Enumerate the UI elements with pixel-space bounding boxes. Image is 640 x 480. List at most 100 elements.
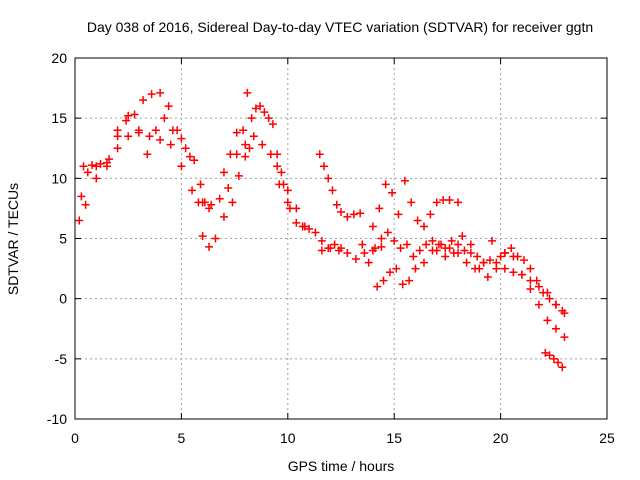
data-point bbox=[539, 288, 548, 297]
series-arc-n bbox=[500, 244, 567, 315]
data-point bbox=[422, 240, 431, 249]
data-point bbox=[351, 254, 360, 263]
y-tick-label: -5 bbox=[55, 351, 68, 367]
data-point bbox=[379, 276, 388, 285]
data-point bbox=[181, 144, 190, 153]
data-point bbox=[419, 222, 428, 231]
data-point bbox=[241, 152, 250, 161]
data-point bbox=[549, 354, 558, 363]
data-point bbox=[364, 258, 373, 267]
data-point bbox=[394, 210, 403, 219]
series-arc-a bbox=[75, 128, 214, 225]
data-point bbox=[83, 168, 92, 177]
data-point bbox=[273, 162, 282, 171]
x-tick-label: 0 bbox=[71, 430, 79, 446]
data-point bbox=[520, 256, 529, 265]
data-point bbox=[211, 234, 220, 243]
series-arc-b bbox=[77, 88, 205, 201]
data-point bbox=[517, 270, 526, 279]
data-point bbox=[466, 248, 475, 257]
data-point bbox=[311, 228, 320, 237]
data-point bbox=[337, 208, 345, 217]
data-point bbox=[441, 252, 450, 261]
data-point bbox=[385, 268, 394, 277]
data-point bbox=[219, 168, 228, 177]
data-point bbox=[373, 282, 382, 291]
data-point bbox=[445, 244, 454, 253]
series-arc-d bbox=[198, 144, 254, 251]
data-point bbox=[526, 264, 535, 273]
data-point bbox=[260, 108, 269, 117]
data-point bbox=[122, 116, 131, 125]
data-point bbox=[409, 252, 418, 261]
data-point bbox=[160, 114, 169, 123]
data-point bbox=[534, 300, 543, 309]
y-tick-label: 20 bbox=[51, 50, 67, 66]
data-point bbox=[419, 258, 428, 267]
grid bbox=[75, 58, 607, 419]
data-point bbox=[239, 126, 248, 135]
data-point bbox=[400, 176, 409, 185]
data-point bbox=[332, 200, 341, 209]
data-point bbox=[139, 96, 148, 105]
series-arc-c bbox=[79, 111, 194, 171]
data-point bbox=[428, 236, 437, 245]
y-tick-label: 5 bbox=[59, 231, 67, 247]
data-point bbox=[264, 114, 273, 123]
data-point bbox=[462, 258, 471, 267]
data-point bbox=[390, 236, 399, 245]
data-point bbox=[532, 276, 541, 285]
data-point bbox=[377, 234, 386, 243]
data-point bbox=[324, 174, 333, 183]
series-arc-f bbox=[219, 88, 292, 195]
y-tick-label: 10 bbox=[51, 170, 67, 186]
data-point bbox=[460, 246, 469, 255]
data-point bbox=[198, 232, 207, 241]
data-point bbox=[388, 188, 397, 197]
data-point bbox=[473, 252, 482, 261]
data-point bbox=[156, 135, 165, 144]
data-point bbox=[560, 333, 569, 342]
data-point bbox=[405, 276, 414, 285]
data-point bbox=[92, 174, 101, 183]
data-point bbox=[445, 195, 454, 204]
data-point bbox=[496, 252, 505, 261]
series-arc-g bbox=[273, 162, 345, 253]
data-point bbox=[105, 155, 114, 164]
data-point bbox=[500, 248, 509, 257]
data-point bbox=[207, 200, 216, 209]
series-arc-h bbox=[315, 150, 365, 221]
data-point bbox=[381, 180, 390, 189]
data-point bbox=[545, 294, 554, 303]
data-point bbox=[534, 282, 543, 291]
data-point bbox=[558, 363, 567, 372]
data-point bbox=[177, 134, 186, 143]
data-point bbox=[317, 246, 326, 255]
data-point bbox=[268, 120, 277, 129]
data-point bbox=[454, 198, 463, 207]
axis-ticks: 0 5 10 15 20 25 -10 -5 0 5 10 15 20 bbox=[47, 50, 615, 446]
data-point bbox=[188, 186, 197, 195]
series-arc-e bbox=[194, 132, 309, 231]
data-point bbox=[543, 316, 552, 325]
data-point bbox=[492, 264, 501, 273]
series-arc-o bbox=[541, 348, 567, 372]
series-arc-l bbox=[373, 236, 505, 291]
data-point bbox=[305, 224, 314, 233]
data-point bbox=[315, 150, 324, 159]
data-point bbox=[256, 102, 265, 111]
data-point bbox=[402, 240, 411, 249]
data-point bbox=[228, 198, 237, 207]
data-point bbox=[356, 209, 365, 218]
data-point bbox=[558, 306, 567, 315]
data-point bbox=[166, 140, 175, 149]
data-point bbox=[205, 242, 214, 251]
data-point bbox=[241, 140, 250, 149]
data-point bbox=[554, 358, 563, 367]
data-point bbox=[219, 212, 228, 221]
data-points bbox=[75, 88, 569, 372]
data-point bbox=[134, 126, 143, 135]
data-point bbox=[392, 264, 401, 273]
data-point bbox=[377, 242, 386, 251]
data-point bbox=[485, 256, 494, 265]
